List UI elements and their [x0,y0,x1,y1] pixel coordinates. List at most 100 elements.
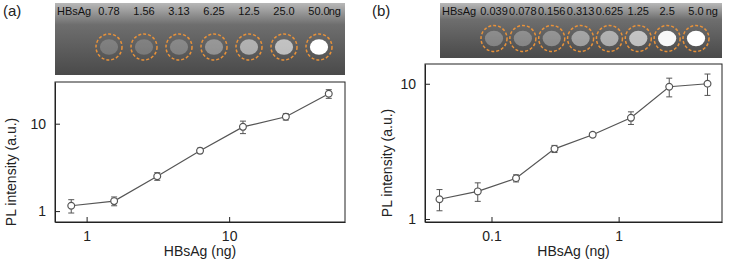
spot-outline [96,34,122,60]
panel-label: (b) [372,2,390,19]
tick-label: 1 [38,203,46,219]
spot-outline [654,26,680,52]
inset-label: 0.313 [567,5,595,17]
inset-label: 0.625 [596,5,624,17]
spot-outline [683,26,709,52]
spot-outline [568,26,594,52]
inset-photo: HBsAg0.0390.0780.1560.3130.6251.252.55.0… [440,3,722,58]
spot [514,31,532,47]
data [68,90,332,213]
inset-photo: HBsAg 0.78 1.56 3.13 6.25 12.5 25.0 50.0ng [55,3,345,75]
inset-label: 1.56 [133,5,154,17]
marker [704,80,711,87]
marker [551,145,558,152]
inset-label: 25.0 [273,5,294,17]
marker [325,90,332,97]
error-bar [111,197,117,206]
x-axis-label: HBsAg (ng) [164,243,236,259]
spot-outline [306,34,332,60]
series-line [71,94,329,206]
marker [589,131,596,138]
tick-mark [619,217,620,222]
tick-mark [87,217,88,222]
inset-label: 5.0 [688,5,703,17]
spot [135,39,153,55]
error-bar [326,90,332,99]
plot-frame [55,82,345,222]
spot-outline [236,34,262,60]
tick: 10 [30,116,60,132]
inset-label: 6.25 [203,5,224,17]
spot [485,31,503,47]
tick-label: 1 [83,228,91,244]
error-bar [68,200,74,213]
marker [240,123,247,130]
panel: 0.1 1 1 10 HBsAg (ng) PL intensity (a.u.) (b) H… [372,2,723,259]
tick-label: 0.1 [482,228,502,244]
panel-label: (a) [3,2,21,19]
marker [474,188,481,195]
inset-label: 3.13 [168,5,189,17]
spot [310,39,328,55]
spot [100,39,118,55]
spot-outline [271,34,297,60]
spot [629,31,647,47]
spot [687,31,705,47]
panel: 110110HBsAg (ng)PL intensity (a.u.)(a)HB… [3,2,346,259]
tick: 1 [408,211,430,227]
tick-mark [229,217,230,222]
figure: 110110HBsAg (ng)PL intensity (a.u.)(a)HB… [0,0,749,261]
tick: 10 [222,217,238,244]
spot [600,31,618,47]
marker [513,175,520,182]
tick-label: 10 [400,76,416,92]
error-bar [197,148,203,153]
inset-label: 0.039 [480,5,508,17]
tick-mark [425,219,430,220]
error-bar [513,175,519,182]
inset-title: HBsAg [57,5,91,17]
inset-label: 2.5 [659,5,674,17]
marker [666,83,673,90]
y-axis: 1 10 [30,83,60,223]
tick-label: 10 [222,228,238,244]
error-bar [628,112,634,125]
tick: 1 [83,217,91,244]
marker [197,147,204,154]
spot-outline [510,26,536,52]
inset-label: 50.0 [308,5,329,17]
inset-unit: ng [329,5,341,17]
tick: 10 [400,76,430,92]
spot [170,39,188,55]
inset-title: HBsAg [442,5,476,17]
tick-label: 10 [30,116,46,132]
spot-outline [596,26,622,52]
x-axis-label: HBsAg (ng) [537,243,609,259]
tick: 1 [615,217,623,244]
axis-line [56,222,346,223]
tick: 0.1 [482,217,502,244]
error-bar [154,173,160,181]
spot-outline [539,26,565,52]
inset-label: 0.078 [509,5,537,17]
error-bar [551,145,557,152]
error-bar [705,74,711,95]
axis-line [426,222,723,223]
error-bar [240,121,246,133]
spot [543,31,561,47]
error-bar [283,114,289,120]
tick-mark [425,84,430,85]
inset-label: 12.5 [238,5,259,17]
marker [282,113,289,120]
spot [205,39,223,55]
y-axis-label: PL intensity (a.u.) [379,109,395,217]
spot-outline [201,34,227,60]
spot-outline [625,26,651,52]
data [436,74,711,211]
tick-mark [55,211,60,212]
spot [240,39,258,55]
series-line [439,84,707,199]
inset-label: 0.156 [538,5,566,17]
marker [68,202,75,209]
inset-label: 0.78 [98,5,119,17]
